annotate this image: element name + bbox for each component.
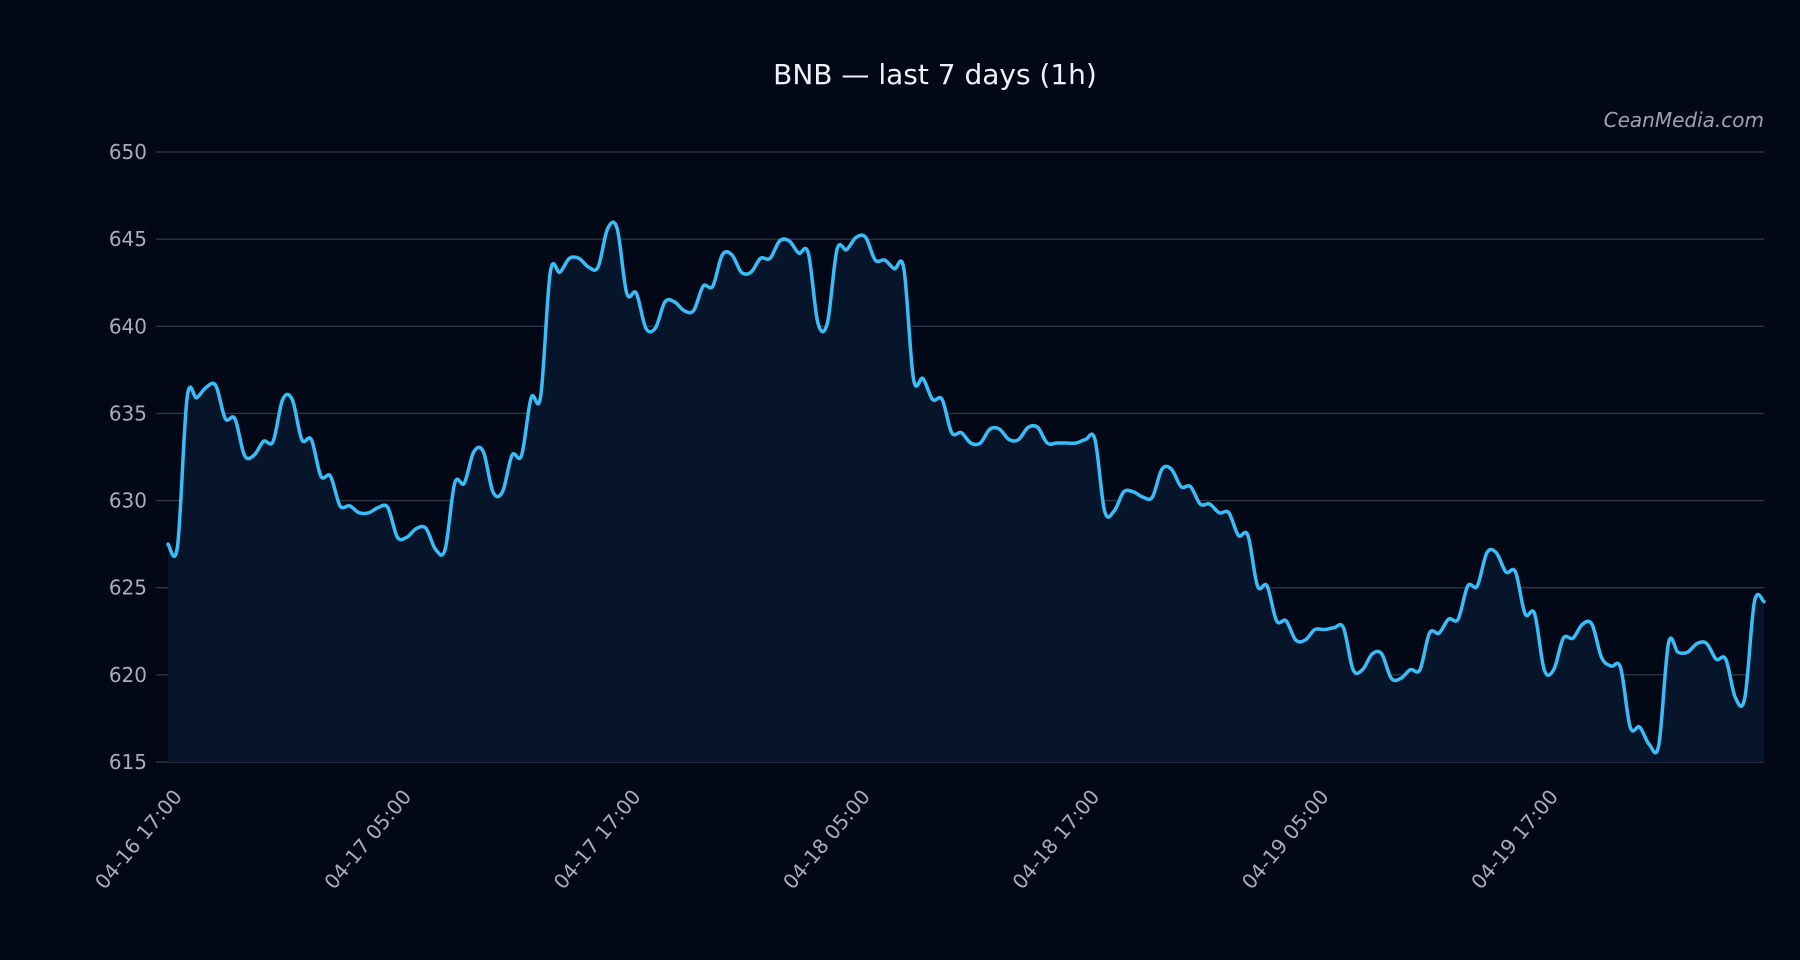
y-tick-label: 620 — [109, 663, 147, 687]
y-tick-label: 625 — [109, 576, 147, 600]
y-tick-label: 630 — [109, 489, 147, 513]
x-tick-label: 04-17 17:00 — [549, 785, 646, 894]
x-tick-label: 04-16 17:00 — [90, 785, 187, 894]
x-tick-label: 04-17 05:00 — [319, 785, 416, 894]
y-tick-label: 650 — [109, 140, 147, 164]
x-axis: 04-16 17:00 04-17 05:00 04-17 17:00 04-18 0… — [90, 785, 1563, 894]
y-tick-label: 645 — [109, 227, 147, 251]
price-line — [166, 220, 1766, 755]
y-axis: 615 620 625 630 635 640 645 650 — [109, 140, 147, 774]
x-tick-label: 04-19 17:00 — [1466, 785, 1563, 894]
chart-title: BNB — last 7 days (1h) — [773, 58, 1097, 91]
watermark: CeanMedia.com — [1604, 108, 1764, 132]
y-tick-label: 640 — [109, 314, 147, 338]
y-tick-label: 615 — [109, 750, 147, 774]
x-tick-label: 04-18 05:00 — [778, 785, 875, 894]
x-tick-label: 04-18 17:00 — [1007, 785, 1104, 894]
price-area-fill — [168, 222, 1764, 762]
y-tick-label: 635 — [109, 401, 147, 425]
x-tick-label: 04-19 05:00 — [1237, 785, 1334, 894]
